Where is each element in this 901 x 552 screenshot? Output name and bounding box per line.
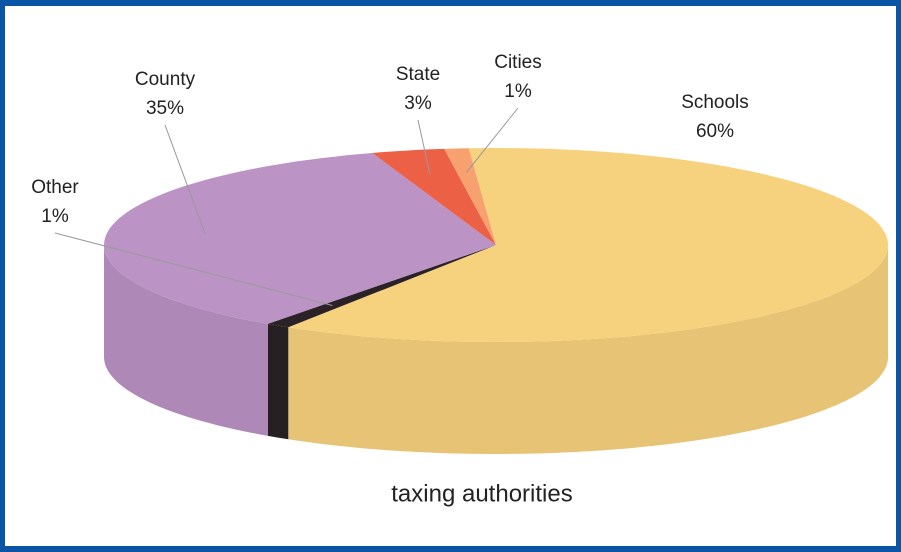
- pie-side: [288, 245, 888, 454]
- slice-label: Other: [31, 177, 79, 198]
- leader-line: [54, 232, 333, 306]
- slice-value-label: 1%: [41, 206, 69, 227]
- pie-slice: [372, 148, 496, 245]
- leader-line: [465, 107, 519, 173]
- pie-side: [267, 323, 289, 440]
- slice-label: County: [135, 69, 196, 90]
- slice-value-label: 3%: [404, 93, 432, 114]
- slice-value-label: 35%: [146, 98, 184, 119]
- pie-slice: [104, 153, 496, 324]
- slice-value-label: 60%: [696, 121, 734, 142]
- chart-title: taxing authorities: [391, 480, 572, 507]
- pie-slice: [267, 245, 496, 328]
- pie-slice: [444, 148, 496, 245]
- slice-label: State: [396, 64, 440, 85]
- leader-line: [164, 124, 206, 235]
- pie-slice: [288, 148, 888, 342]
- slice-label: Cities: [494, 52, 542, 73]
- leader-line: [417, 119, 431, 175]
- slice-label: Schools: [681, 92, 749, 113]
- pie-side: [104, 245, 268, 436]
- slice-value-label: 1%: [504, 81, 532, 102]
